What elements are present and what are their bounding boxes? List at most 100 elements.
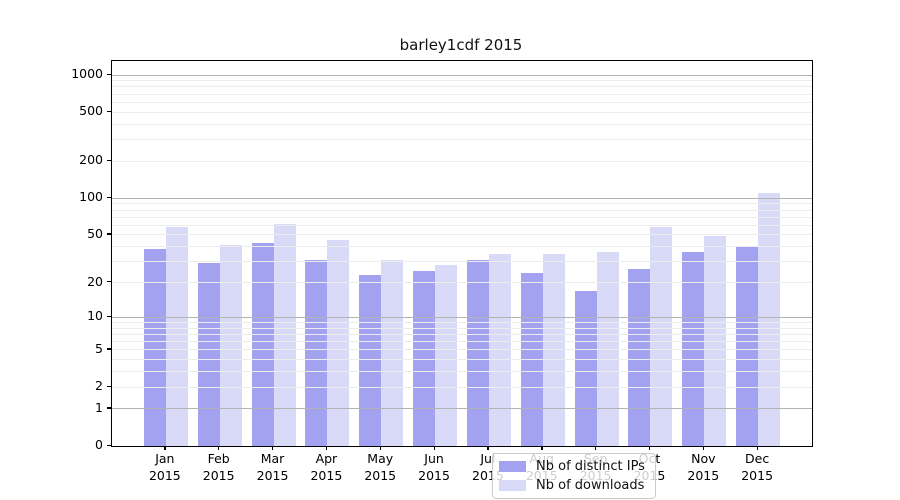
y-tick-mark [107, 233, 111, 235]
y-tick-mark [107, 196, 111, 198]
bar-downloads-feb [219, 245, 242, 446]
plot-area: Nb of distinct IPs Nb of downloads [111, 60, 813, 499]
minor-gridline [112, 111, 812, 113]
legend-label-downloads: Nb of downloads [536, 478, 645, 493]
minor-gridline [112, 216, 812, 218]
y-tick-label: 20 [87, 273, 103, 289]
y-tick-mark [107, 281, 111, 283]
y-tick-mark [107, 385, 111, 387]
bar-downloads-nov [704, 235, 727, 446]
bar-distinct-ips-may [359, 275, 382, 446]
bar-distinct-ips-apr [305, 259, 328, 446]
x-tick-label-may: May 2015 [364, 451, 397, 483]
minor-gridline [112, 224, 812, 226]
minor-gridline [112, 203, 812, 205]
bar-downloads-dec [758, 193, 781, 446]
minor-gridline [112, 349, 812, 351]
y-tick-label: 100 [79, 189, 103, 205]
y-tick-label: 2 [95, 378, 103, 393]
x-tick-mark [541, 446, 543, 450]
x-tick-mark [702, 446, 705, 450]
x-tick-mark [325, 446, 328, 450]
x-tick-mark [595, 446, 597, 450]
y-tick-mark [107, 159, 111, 161]
bar-downloads-oct [650, 227, 673, 446]
x-tick-mark [164, 446, 166, 450]
bar-distinct-ips-nov [682, 252, 705, 446]
y-tick-label: 10 [87, 308, 103, 324]
x-tick-mark [433, 446, 435, 450]
chart-title: barley1cdf 2015 [399, 36, 523, 54]
major-gridline [112, 316, 812, 318]
minor-gridline [112, 341, 812, 342]
legend-label-distinct-ips: Nb of distinct IPs [536, 459, 645, 474]
minor-gridline [112, 282, 812, 283]
x-tick-mark [756, 446, 758, 450]
y-tick-label: 1000 [71, 66, 103, 81]
y-tick-mark [107, 315, 111, 318]
y-tick-label: 50 [87, 225, 103, 241]
y-tick-label: 200 [79, 152, 103, 168]
bar-distinct-ips-mar [251, 242, 274, 446]
bar-downloads-apr [327, 240, 350, 446]
minor-gridline [112, 359, 812, 361]
x-tick-label-nov: Nov 2015 [687, 451, 720, 483]
major-gridline [112, 408, 812, 410]
bar-downloads-jan [165, 227, 188, 446]
x-tick-label-jun: Jun 2015 [418, 451, 450, 483]
bar-distinct-ips-jul [466, 259, 489, 446]
x-tick-mark [218, 446, 220, 450]
minor-gridline [112, 261, 812, 263]
bars-layer [112, 61, 812, 446]
x-tick-mark [648, 446, 651, 450]
bar-distinct-ips-jan [143, 249, 166, 446]
y-tick-label: 0 [95, 437, 103, 452]
minor-gridline [112, 86, 812, 88]
legend-row-distinct-ips: Nb of distinct IPs [499, 459, 645, 474]
x-tick-label-apr: Apr 2015 [310, 451, 343, 483]
y-tick-mark [107, 73, 111, 75]
grid-layer [112, 61, 812, 446]
minor-gridline [112, 321, 812, 323]
x-tick-mark [487, 446, 489, 450]
minor-gridline [112, 123, 812, 125]
bar-distinct-ips-sep [574, 290, 597, 446]
x-tick-label-jan: Jan 2015 [148, 451, 181, 483]
x-tick-mark [379, 446, 382, 450]
legend-swatch-downloads-icon [499, 480, 526, 491]
minor-gridline [112, 209, 812, 211]
x-tick-label-dec: Dec 2015 [741, 451, 774, 483]
minor-gridline [112, 234, 812, 236]
legend-swatch-distinct-ips-icon [499, 461, 526, 472]
y-tick-mark [107, 444, 111, 446]
minor-gridline [112, 139, 812, 141]
bar-downloads-sep [596, 252, 619, 446]
bar-downloads-may [381, 259, 404, 446]
bar-downloads-jun [435, 265, 458, 446]
major-gridline [112, 74, 812, 76]
legend: Nb of distinct IPs Nb of downloads [492, 453, 656, 499]
y-tick-mark [107, 348, 111, 350]
x-tick-label-mar: Mar 2015 [256, 451, 289, 483]
minor-gridline [112, 93, 812, 95]
minor-gridline [112, 371, 812, 373]
bar-distinct-ips-oct [628, 269, 651, 446]
bar-distinct-ips-feb [197, 263, 220, 446]
bar-distinct-ips-dec [736, 246, 759, 446]
x-tick-label-feb: Feb 2015 [202, 451, 235, 483]
y-tick-label: 1 [95, 399, 103, 415]
major-gridline [112, 197, 812, 199]
y-tick-label: 500 [79, 103, 103, 119]
y-tick-mark [107, 407, 111, 409]
y-tick-label: 5 [95, 340, 103, 356]
legend-row-downloads: Nb of downloads [499, 478, 645, 493]
minor-gridline [112, 80, 812, 82]
minor-gridline [112, 327, 812, 329]
x-tick-mark [272, 446, 274, 450]
bar-distinct-ips-jun [413, 271, 436, 446]
minor-gridline [112, 101, 812, 103]
minor-gridline [112, 160, 812, 162]
minor-gridline [112, 386, 812, 388]
minor-gridline [112, 333, 812, 335]
